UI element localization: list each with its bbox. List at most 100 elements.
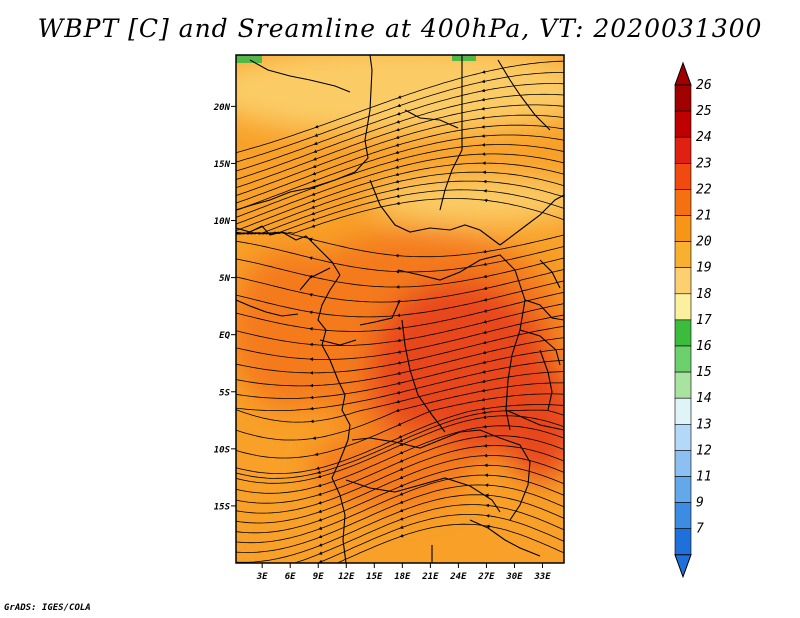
streamline [312,410,397,440]
streamline [481,72,564,84]
colorbar-label: 17 [696,313,712,328]
streamline [395,180,485,191]
colorbar-label: 22 [696,182,712,197]
streamline [485,493,564,519]
streamline [309,327,399,332]
streamline [483,198,564,221]
streamline [236,187,313,218]
streamline [395,381,483,404]
streamline [314,105,399,137]
colorbar-label: 26 [696,78,712,93]
lon-label: 33E [533,572,551,582]
streamline [318,519,401,555]
colorbar-swatch [674,163,692,190]
green-patch-nw [236,55,262,63]
streamline [317,444,401,479]
streamline [395,171,484,184]
streamline [398,408,483,439]
streamline [236,226,313,235]
streamline [236,181,314,211]
lon-label: 30E [505,572,523,582]
streamline [236,393,312,399]
streamline [399,523,488,538]
streamline [236,194,313,225]
streamline [396,90,483,116]
streamline [481,152,564,164]
streamline [395,126,483,147]
streamline [399,474,486,496]
streamline [485,503,564,531]
streamline [396,81,483,108]
streamline [399,514,488,529]
streamline [236,240,311,258]
streamline [236,528,320,544]
streamline [309,362,399,375]
streamline [396,362,484,385]
streamline [399,436,485,463]
streamline [236,258,311,277]
streamline [397,399,483,426]
streamline [483,257,564,279]
colorbar-label: 15 [696,365,712,380]
streamline [396,372,484,395]
streamline [396,342,484,365]
streamline [309,373,399,388]
streamline [236,312,311,329]
cool-band-east [370,175,564,225]
streamline [482,424,564,439]
lon-label: 18E [394,572,411,582]
streamline [309,383,398,400]
cool-band-north [236,55,564,135]
colorbar-swatch [674,397,692,425]
streamline [236,449,316,459]
streamline [395,117,483,140]
streamline [311,167,397,196]
colorbar-label: 7 [696,522,704,537]
streamline [312,129,398,161]
streamline [481,161,564,175]
streamline [318,494,401,530]
streamline [317,477,401,513]
streamline [311,152,397,183]
streamline [318,510,401,547]
colorbar-label: 9 [696,496,704,511]
streamline [309,392,398,411]
lon-label: 6E [285,572,296,582]
streamline [395,108,483,132]
streamline [481,359,564,374]
colorbar-label: 12 [696,443,712,458]
lon-label: 15E [366,572,383,582]
colorbar-swatch [674,84,692,112]
streamline [236,276,311,295]
streamline [482,415,564,428]
streamline [395,276,485,289]
colorbar-label: 19 [696,261,712,276]
streamline [483,434,564,450]
streamline [311,203,398,228]
streamline [486,524,564,554]
streamline [236,485,319,494]
streamline [482,314,564,335]
map-frame [235,54,565,564]
streamline [314,424,399,457]
streamline [311,160,397,190]
streamline [394,144,483,162]
lat-label: 15N [214,160,231,170]
streamline [311,188,397,216]
streamline [395,189,485,198]
streamline [481,409,564,416]
streamline [314,97,399,129]
streamline [311,174,397,203]
streamline [483,453,564,473]
colorbar-swatch [674,110,692,138]
streamline [308,293,398,303]
streamline [313,122,398,153]
streamline [312,137,397,168]
streamline [236,545,320,563]
latitude-axis: 20N 15N 10N 5N EQ 5S 10S 15S [213,103,236,512]
lat-label: 5N [219,274,230,284]
streamline [481,83,564,93]
streamline [315,437,400,470]
colorbar-label: 13 [696,417,712,432]
streamline [236,166,314,197]
